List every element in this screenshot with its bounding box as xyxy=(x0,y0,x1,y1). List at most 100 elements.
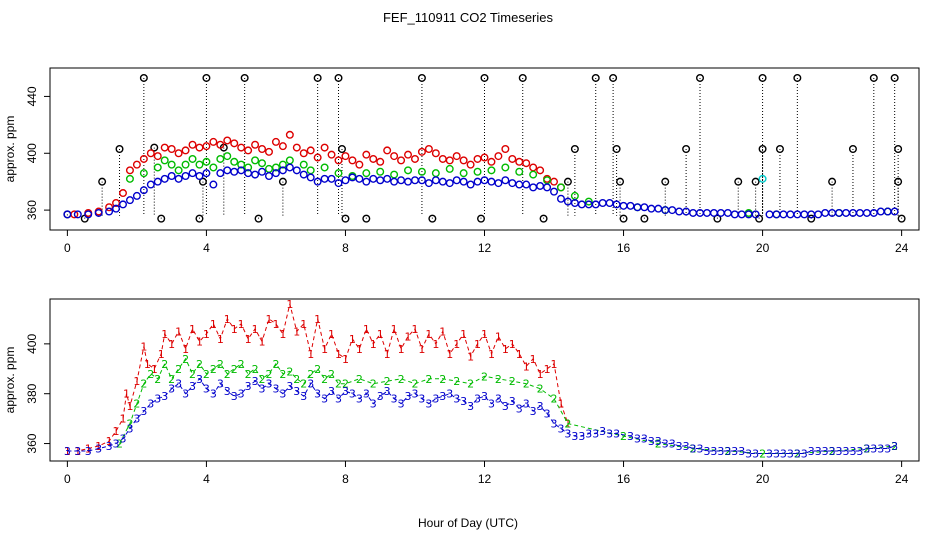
data-point: 3 xyxy=(585,428,592,441)
data-point xyxy=(723,208,732,217)
y-axis-ticks-top: 360 400 440 xyxy=(25,86,50,220)
data-point: 2 xyxy=(259,373,266,386)
data-point: 3 xyxy=(571,430,578,443)
data-point xyxy=(195,214,204,223)
data-point: 2 xyxy=(829,445,836,458)
data-point: 3 xyxy=(106,440,113,453)
data-point: 3 xyxy=(259,383,266,396)
data-point xyxy=(278,166,287,175)
data-point xyxy=(424,144,433,153)
data-point: 1 xyxy=(279,328,286,341)
data-point: 3 xyxy=(829,445,836,458)
data-point xyxy=(515,180,524,189)
data-point: 2 xyxy=(161,358,168,371)
data-point xyxy=(125,196,134,205)
x-axis-ticks-bottom: 0 4 8 12 16 20 24 xyxy=(64,461,909,486)
data-point xyxy=(775,144,784,153)
data-point: 1 xyxy=(328,328,335,341)
data-point: 2 xyxy=(509,375,516,388)
y-tick-label-bottom: 380 xyxy=(25,383,39,403)
data-point xyxy=(320,163,329,172)
data-point: 3 xyxy=(641,433,648,446)
data-point: 3 xyxy=(724,445,731,458)
data-point: 3 xyxy=(870,443,877,456)
data-point xyxy=(501,176,510,185)
y-axis-ticks-bottom: 360 380 400 xyxy=(25,334,50,454)
data-point: 3 xyxy=(676,440,683,453)
data-point: 3 xyxy=(697,443,704,456)
data-point xyxy=(313,177,322,186)
data-point xyxy=(251,170,260,179)
data-point: 2 xyxy=(314,363,321,376)
data-point xyxy=(605,198,614,207)
data-point xyxy=(828,177,837,186)
data-point xyxy=(202,73,211,82)
data-point xyxy=(132,191,141,200)
data-point xyxy=(473,167,482,176)
data-point: 2 xyxy=(551,393,558,406)
data-point: 1 xyxy=(418,343,425,356)
data-point xyxy=(431,169,440,178)
data-point: 3 xyxy=(74,445,81,458)
data-point xyxy=(306,146,315,155)
data-point xyxy=(118,189,127,198)
data-point: 3 xyxy=(703,445,710,458)
data-point: 3 xyxy=(314,388,321,401)
data-point: 2 xyxy=(321,373,328,386)
data-point xyxy=(390,152,399,161)
data-point xyxy=(202,169,211,178)
data-point xyxy=(320,143,329,152)
data-point xyxy=(696,73,705,82)
data-point: 1 xyxy=(106,435,113,448)
data-point: 1 xyxy=(203,328,210,341)
data-point xyxy=(390,170,399,179)
data-point xyxy=(647,204,656,213)
data-point xyxy=(869,73,878,82)
series-black-top xyxy=(63,73,906,223)
data-point: 2 xyxy=(690,443,697,456)
data-point: 3 xyxy=(231,390,238,403)
data-point xyxy=(515,167,524,176)
data-point: 1 xyxy=(265,313,272,326)
data-point: 2 xyxy=(286,365,293,378)
data-point xyxy=(848,144,857,153)
data-point xyxy=(167,171,176,180)
data-point: 3 xyxy=(363,388,370,401)
data-point xyxy=(431,149,440,158)
x-tick-label-bottom: 24 xyxy=(895,472,909,486)
data-point: 3 xyxy=(432,393,439,406)
data-point xyxy=(539,214,548,223)
data-point: 3 xyxy=(495,393,502,406)
data-point: 1 xyxy=(557,398,564,411)
x-tick-label-top: 8 xyxy=(342,241,349,255)
data-point xyxy=(529,170,538,179)
data-point: 3 xyxy=(342,385,349,398)
data-point: 2 xyxy=(238,358,245,371)
panel-top: approx. ppm 0 4 8 12 16 20 24 360 400 440 xyxy=(3,67,920,255)
data-point xyxy=(682,144,691,153)
data-point: 3 xyxy=(133,413,140,426)
data-point: 3 xyxy=(439,390,446,403)
data-point xyxy=(150,143,159,152)
data-point: 2 xyxy=(147,368,154,381)
data-point: 1 xyxy=(342,353,349,366)
data-point xyxy=(501,144,510,153)
data-point: 2 xyxy=(140,378,147,391)
data-point: 1 xyxy=(523,360,530,373)
data-point: 2 xyxy=(210,363,217,376)
data-point xyxy=(466,180,475,189)
data-point: 2 xyxy=(224,368,231,381)
data-point: 2 xyxy=(300,378,307,391)
data-point: 1 xyxy=(509,338,516,351)
data-point: 1 xyxy=(307,348,314,361)
data-point xyxy=(404,177,413,186)
data-point xyxy=(894,177,903,186)
data-point xyxy=(167,160,176,169)
y-tick-label-bottom: 360 xyxy=(25,433,39,453)
data-point: 3 xyxy=(85,445,92,458)
data-point: 3 xyxy=(265,378,272,391)
data-point xyxy=(835,208,844,217)
data-point xyxy=(251,140,260,149)
